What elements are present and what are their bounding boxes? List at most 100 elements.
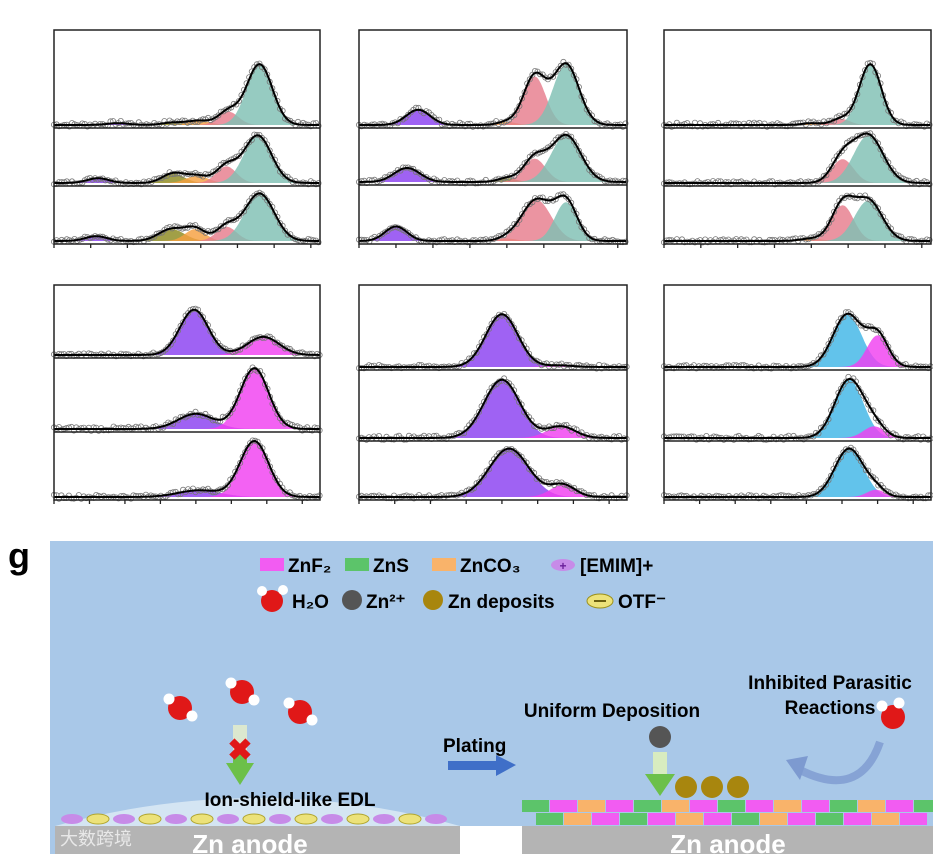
fit-peak xyxy=(359,484,627,497)
data-point xyxy=(526,76,533,83)
zn-anode-left-label: Zn anode xyxy=(192,829,308,854)
data-point xyxy=(760,492,767,499)
data-point xyxy=(524,158,531,165)
data-point xyxy=(388,436,395,443)
data-point xyxy=(920,495,927,502)
sei-brick xyxy=(732,813,759,825)
otf-anion-icon xyxy=(294,813,318,825)
hydrogen-atom xyxy=(876,700,888,712)
legend-zns: ZnS xyxy=(373,556,409,577)
data-point xyxy=(481,472,488,479)
data-point xyxy=(583,230,590,237)
legend-otf: OTF⁻ xyxy=(618,592,666,613)
data-point xyxy=(229,474,236,481)
zn-anode-right xyxy=(522,826,933,854)
blocked-arrow-shaft xyxy=(233,725,247,753)
fit-peak xyxy=(664,448,931,497)
fit-peak xyxy=(664,379,931,438)
spectrum-0nm xyxy=(51,305,323,360)
fit-envelope xyxy=(54,367,320,430)
deposition-arrow-shaft xyxy=(653,752,667,774)
oxygen-atom xyxy=(230,680,254,704)
fit-envelope xyxy=(54,439,320,498)
spectrum-20nm xyxy=(661,444,933,502)
data-point xyxy=(761,239,768,246)
data-point xyxy=(235,98,242,105)
data-point xyxy=(311,424,318,431)
fit-envelope xyxy=(359,133,627,183)
legend-emim: [EMIM]+ xyxy=(580,556,653,577)
fit-envelope xyxy=(359,194,627,242)
data-point xyxy=(877,146,884,153)
data-point xyxy=(438,236,445,243)
data-point xyxy=(511,324,518,331)
data-point xyxy=(234,464,241,471)
data-point xyxy=(691,239,698,246)
emim-cation-icon xyxy=(165,814,187,824)
deposition-arrow-head xyxy=(645,774,675,796)
data-point xyxy=(161,173,168,180)
fit-envelope xyxy=(54,134,320,184)
zn-deposit xyxy=(701,776,723,798)
emim-cation-icon xyxy=(425,814,447,824)
fit-peak xyxy=(54,309,320,355)
water-molecules xyxy=(163,677,905,729)
sei-brick xyxy=(886,800,913,812)
zn-deposit-icon xyxy=(423,590,443,610)
spectrum-0nm xyxy=(51,60,322,130)
legend-zn2: Zn²⁺ xyxy=(366,592,406,613)
hydrogen-atom xyxy=(283,697,295,709)
oxygen-atom xyxy=(168,696,192,720)
fit-peak xyxy=(664,135,931,183)
fit-peak xyxy=(359,64,627,125)
data-point xyxy=(269,469,276,476)
plot-frame xyxy=(358,29,628,245)
spectrum-20nm xyxy=(51,437,323,502)
fit-envelope xyxy=(664,194,931,242)
data-point xyxy=(666,236,673,243)
emim-cation-icon xyxy=(373,814,395,824)
fit-peak xyxy=(54,135,320,183)
data-point xyxy=(519,211,526,218)
data-point xyxy=(557,191,564,198)
fit-peak xyxy=(54,193,320,241)
zn-anode-left xyxy=(55,826,460,854)
data-point xyxy=(753,120,760,127)
data-point xyxy=(612,177,619,184)
spectrum-10nm xyxy=(661,373,933,443)
legend-znco3: ZnCO₃ xyxy=(460,556,521,577)
emim-cation-icon xyxy=(113,814,135,824)
data-point xyxy=(550,73,557,80)
water-molecule-icon xyxy=(225,677,260,706)
data-point xyxy=(852,450,859,457)
fit-peak xyxy=(359,226,627,241)
data-point xyxy=(65,350,72,357)
sei-brick xyxy=(830,800,857,812)
legend-zn-deposits: Zn deposits xyxy=(448,592,555,613)
fit-peak xyxy=(54,229,320,241)
sei-brick xyxy=(648,813,675,825)
spectrum-0nm xyxy=(661,309,933,372)
data-point xyxy=(175,327,182,334)
data-point xyxy=(840,314,847,321)
plot-frame xyxy=(358,284,628,501)
zn-deposit xyxy=(675,776,697,798)
legend-h2o: H₂O xyxy=(292,592,329,613)
data-point xyxy=(113,353,120,360)
parasitic-label-2: Reactions xyxy=(785,698,876,719)
plot-frame xyxy=(663,29,932,245)
data-point xyxy=(241,146,248,153)
data-point xyxy=(777,236,784,243)
fit-envelope xyxy=(359,62,627,126)
znco3-swatch xyxy=(432,558,456,571)
sei-brick xyxy=(718,800,745,812)
sei-brick xyxy=(620,813,647,825)
hydrogen-atom xyxy=(248,694,260,706)
data-point xyxy=(828,163,835,170)
data-point xyxy=(513,107,520,114)
blocked-arrow-head xyxy=(226,763,254,785)
data-point xyxy=(784,123,791,130)
data-point xyxy=(680,362,687,369)
data-point xyxy=(235,152,242,159)
data-point xyxy=(823,346,830,353)
